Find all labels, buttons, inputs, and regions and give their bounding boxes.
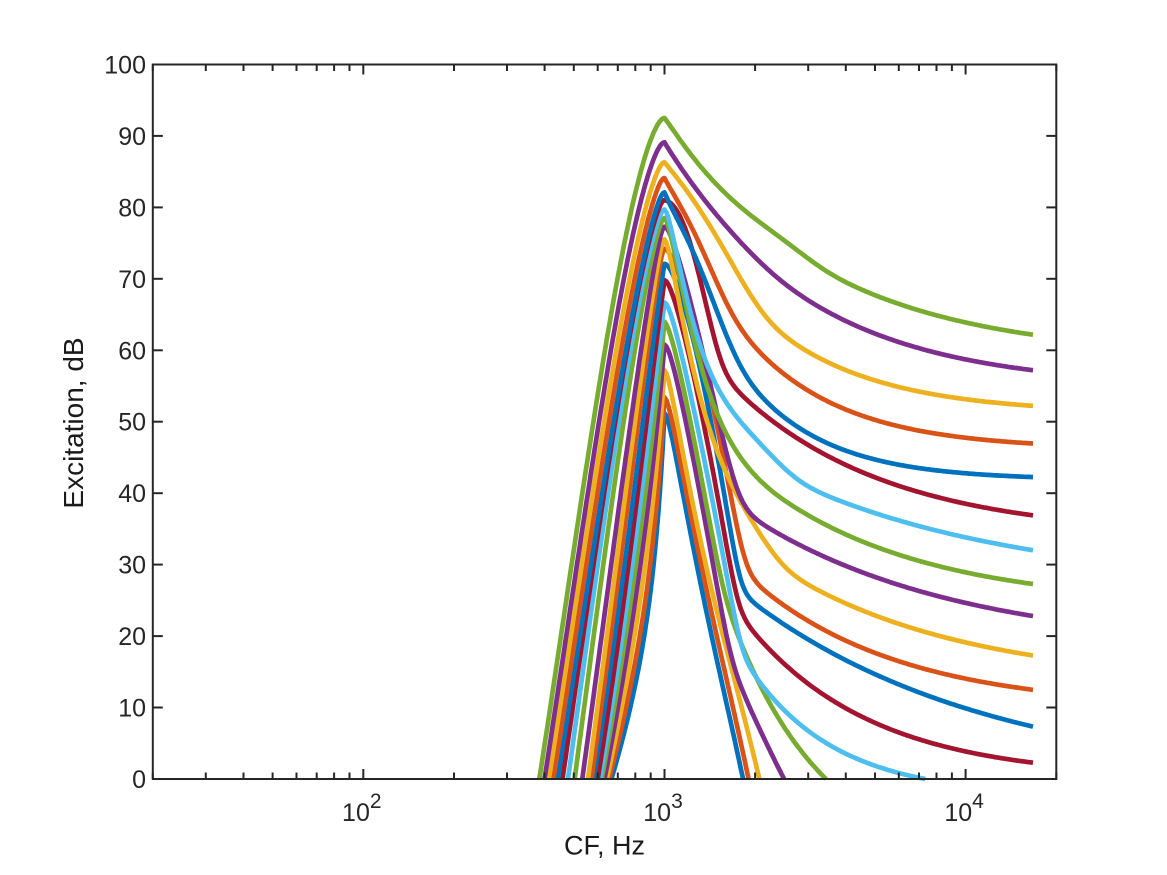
svg-text:90: 90 bbox=[118, 123, 146, 151]
svg-text:20: 20 bbox=[118, 623, 146, 651]
svg-text:0: 0 bbox=[132, 766, 146, 794]
svg-text:70: 70 bbox=[118, 266, 146, 294]
svg-text:Excitation, dB: Excitation, dB bbox=[58, 337, 89, 508]
svg-text:CF, Hz: CF, Hz bbox=[564, 831, 645, 861]
svg-text:30: 30 bbox=[118, 552, 146, 580]
svg-text:60: 60 bbox=[118, 337, 146, 365]
svg-text:100: 100 bbox=[104, 52, 146, 80]
svg-text:80: 80 bbox=[118, 194, 146, 222]
svg-text:40: 40 bbox=[118, 480, 146, 508]
svg-text:10: 10 bbox=[118, 695, 146, 723]
svg-text:50: 50 bbox=[118, 409, 146, 437]
